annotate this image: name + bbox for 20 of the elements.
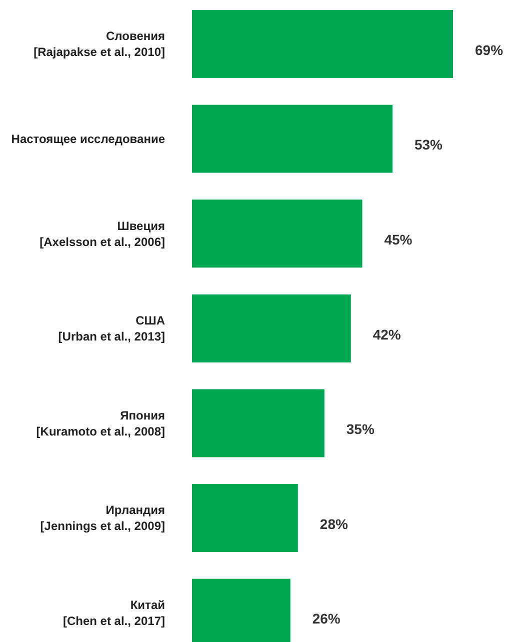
y-tick-label: Настоящее исследование [11,132,166,146]
y-tick-label: Япония [Kuramoto et al., 2008] [36,408,165,438]
data-label: 45% [384,231,413,248]
bar [192,484,298,552]
bar [192,104,392,173]
y-tick-label: Словения [Rajapakse et al., 2010] [34,29,165,60]
data-label: 53% [414,136,444,153]
y-tick-label: Китай [Chen et al., 2017] [62,598,165,628]
data-label: 28% [320,516,348,532]
bar [192,10,453,78]
data-label: 69% [475,42,504,58]
y-tick-label: США [Urban et al., 2013] [58,314,166,344]
bar [192,389,324,458]
bar [192,294,351,362]
data-label: 42% [372,326,402,342]
y-tick-label: Ирландия [Jennings et al., 2009] [40,503,165,534]
bar [192,200,362,268]
y-tick-label: Швеция [Axelsson et al., 2006] [40,218,166,249]
data-label: 26% [312,610,341,627]
data-label: 35% [346,421,375,438]
